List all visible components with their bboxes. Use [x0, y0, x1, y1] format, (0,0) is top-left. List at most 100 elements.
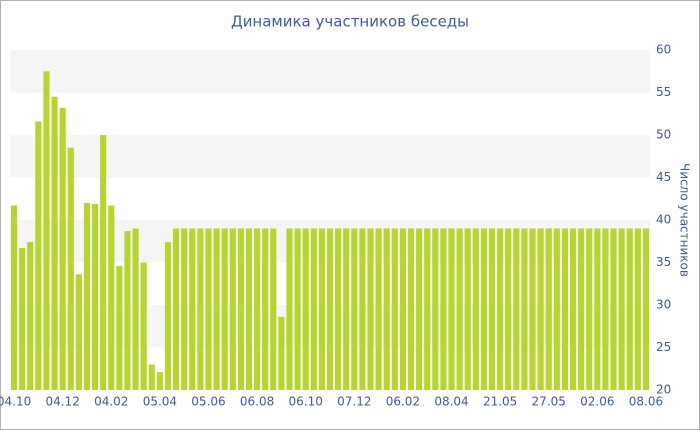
bar: [302, 228, 309, 390]
bar: [440, 228, 447, 390]
bar: [456, 228, 463, 390]
bar: [35, 121, 42, 391]
bar: [278, 316, 285, 390]
bar: [100, 135, 107, 390]
y-tick-label: 60: [656, 43, 671, 57]
bar: [221, 228, 228, 390]
bar: [172, 228, 180, 390]
bar: [602, 228, 609, 390]
bar: [19, 248, 26, 390]
bar: [343, 228, 350, 390]
bar: [586, 228, 593, 390]
bar: [310, 228, 317, 390]
bar: [59, 107, 66, 391]
y-tick-label: 50: [656, 128, 671, 142]
bar: [497, 228, 504, 390]
bar: [480, 228, 488, 390]
bar: [132, 228, 139, 390]
bar: [642, 228, 650, 390]
chart-title: Динамика участников беседы: [231, 13, 469, 31]
bar: [634, 228, 641, 390]
bar: [262, 228, 269, 390]
x-tick-label: 21.05: [483, 395, 517, 409]
bar: [407, 228, 415, 390]
bar: [569, 228, 577, 390]
bar: [416, 228, 423, 390]
bar: [472, 228, 479, 390]
bar: [197, 228, 204, 390]
bar: [286, 228, 293, 390]
x-tick-label: 04.02: [94, 395, 128, 409]
bar: [488, 228, 496, 390]
bar: [75, 274, 82, 390]
bar: [529, 228, 536, 390]
bar: [561, 228, 569, 390]
bar: [521, 228, 528, 390]
y-axis-label: Число участников: [678, 163, 692, 277]
bar: [578, 228, 585, 390]
bar: [108, 205, 115, 390]
bar: [594, 228, 601, 390]
bar: [27, 242, 34, 390]
bar: [505, 228, 512, 390]
bar: [237, 228, 244, 390]
bar: [181, 228, 188, 390]
bar: [367, 228, 374, 390]
bar: [116, 265, 123, 390]
x-tick-label: 04.10: [0, 395, 31, 409]
y-tick-label: 30: [656, 298, 671, 312]
bar: [270, 228, 277, 390]
bar: [351, 228, 358, 390]
x-tick-label: 05.06: [191, 395, 225, 409]
y-tick-label: 20: [656, 383, 671, 397]
y-tick-label: 45: [656, 170, 671, 184]
y-tick-label: 40: [656, 213, 671, 227]
bar: [553, 228, 560, 390]
x-tick-label: 08.06: [629, 395, 663, 409]
bar: [318, 228, 325, 390]
bar: [156, 372, 163, 390]
bar: [124, 231, 131, 390]
grid-band: [10, 135, 650, 178]
bar: [164, 242, 172, 390]
x-tick-label: 08.04: [434, 395, 468, 409]
bar: [335, 228, 342, 390]
bar: [67, 147, 74, 390]
bar: [375, 228, 382, 390]
bar: [399, 228, 406, 390]
x-tick-label: 06.10: [289, 395, 323, 409]
bar: [464, 228, 471, 390]
bar: [91, 203, 99, 390]
bar: [43, 71, 50, 390]
bar: [610, 228, 617, 390]
bar: [326, 228, 334, 390]
bar: [545, 228, 552, 390]
y-tick-label: 35: [656, 255, 671, 269]
bar: [189, 228, 196, 390]
bar: [432, 228, 439, 390]
x-tick-label: 27.05: [532, 395, 566, 409]
bar: [424, 228, 431, 390]
bar: [229, 228, 236, 390]
grid-band: [10, 50, 650, 93]
x-tick-label: 06.08: [240, 395, 274, 409]
bar: [213, 228, 220, 390]
x-tick-label: 05.04: [143, 395, 177, 409]
x-tick-label: 02.06: [580, 395, 614, 409]
x-tick-label: 04.12: [45, 395, 79, 409]
bar: [10, 205, 18, 390]
bar: [513, 228, 520, 390]
bar: [83, 203, 91, 390]
y-tick-label: 55: [656, 85, 671, 99]
bar: [140, 262, 147, 390]
bar: [383, 228, 390, 390]
bar: [537, 228, 544, 390]
bar: [245, 228, 253, 390]
bar: [148, 364, 155, 390]
bar: [205, 228, 212, 390]
bar: [359, 228, 366, 390]
bar: [51, 96, 58, 390]
x-tick-label: 07.12: [337, 395, 371, 409]
